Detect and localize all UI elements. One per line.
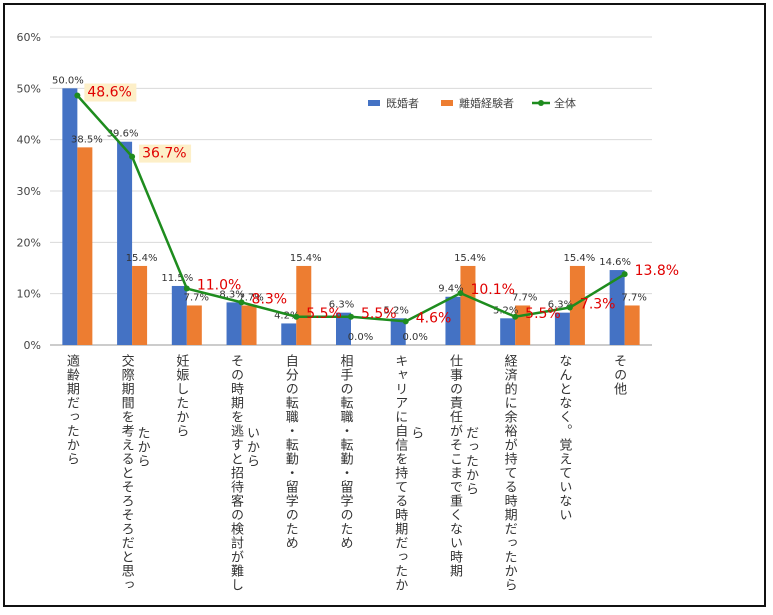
y-tick-label: 50% <box>17 82 41 95</box>
y-tick-label: 0% <box>24 339 41 352</box>
category-label: たから <box>135 426 150 468</box>
bar-data-label: 5.2% <box>384 305 409 316</box>
bar-data-label: 7.7% <box>238 292 263 303</box>
line-point <box>402 318 409 325</box>
bar <box>62 88 78 345</box>
bar <box>460 265 476 345</box>
line-point <box>293 313 300 320</box>
line-point <box>129 153 136 160</box>
category-label: その他 <box>611 354 627 396</box>
line-point <box>512 313 519 320</box>
line-data-label: 13.8% <box>635 263 679 279</box>
bar <box>390 318 406 345</box>
bar <box>77 147 93 345</box>
category-label: 経済的に余裕が持てる時期だったから <box>502 354 518 592</box>
bar <box>132 265 148 345</box>
category-label: 妊娠したから <box>173 354 189 438</box>
bar-data-label: 15.4% <box>564 253 596 264</box>
bar <box>445 296 461 345</box>
bar-data-label: 6.3% <box>548 300 573 311</box>
category-label: だったから <box>463 426 478 496</box>
line-point <box>183 285 190 292</box>
bar-data-label: 7.7% <box>512 292 537 303</box>
legend-swatch <box>441 100 453 106</box>
category-label: その時期を逃すと招待客の検討が難し <box>228 354 244 592</box>
bar-data-label: 39.6% <box>107 129 139 140</box>
line-data-label: 8.3% <box>252 291 288 307</box>
category-label: いから <box>244 426 259 468</box>
bar <box>117 141 133 345</box>
line-data-label: 5.5% <box>361 306 397 322</box>
bar <box>569 265 585 345</box>
label-highlight <box>139 144 192 163</box>
bar-data-label: 15.4% <box>454 253 486 264</box>
line-data-label: 4.6% <box>416 310 452 326</box>
category-label: ら <box>408 426 423 440</box>
bar <box>609 270 625 345</box>
category-label: 交際期間を考えるとそろそろだと思っ <box>119 353 135 592</box>
line-data-label: 10.1% <box>470 282 514 298</box>
line-point <box>238 299 245 306</box>
bar-data-label: 38.5% <box>71 134 103 145</box>
bar <box>281 323 297 345</box>
bar <box>554 312 570 345</box>
bar-data-label: 50.0% <box>52 75 84 86</box>
y-tick-label: 60% <box>17 31 41 44</box>
bar <box>226 302 242 345</box>
category-label: キャリアに自信を持てる時期だったか <box>392 354 408 592</box>
bar <box>500 318 516 345</box>
label-highlight <box>84 83 137 102</box>
line-point <box>74 92 81 99</box>
line-data-label: 7.3% <box>580 297 616 313</box>
line-data-label: 48.6% <box>87 85 131 101</box>
bar-data-label: 9.4% <box>438 284 463 295</box>
category-label: 適齢期だったから <box>64 353 80 466</box>
bar <box>336 312 351 345</box>
bar-data-label: 7.7% <box>184 292 209 303</box>
line-data-label: 5.5% <box>525 306 561 322</box>
line-point <box>348 313 354 320</box>
bar <box>241 305 257 345</box>
bar-data-label: 5.2% <box>493 305 518 316</box>
bar-data-label: 14.6% <box>599 257 631 268</box>
category-label: 自分の転職・転勤・留学のため <box>283 354 299 550</box>
bar-data-label: 0.0% <box>403 332 428 343</box>
y-tick-label: 40% <box>17 134 41 147</box>
line-point <box>621 271 628 278</box>
bar <box>171 285 187 345</box>
line-series <box>76 94 626 323</box>
bar-data-label: 0.0% <box>348 332 373 343</box>
legend-swatch <box>368 100 380 106</box>
line-data-label: 5.5% <box>306 306 342 322</box>
bar <box>296 265 312 345</box>
category-label: 相手の転職・転勤・留学のため <box>338 354 354 550</box>
bar-data-label: 6.3% <box>329 300 354 311</box>
line-data-label: 11.0% <box>197 278 241 294</box>
bar-data-label: 15.4% <box>126 253 158 264</box>
bar <box>186 305 202 345</box>
line-point <box>457 290 464 297</box>
bar-data-label: 7.7% <box>621 292 646 303</box>
line-data-label: 36.7% <box>142 146 186 162</box>
bar-data-label: 4.2% <box>274 310 299 321</box>
bar-data-label: 11.5% <box>161 273 193 284</box>
category-label: 仕事の責任がそこまで重くない時期 <box>447 354 463 578</box>
y-tick-label: 10% <box>17 288 41 301</box>
legend-swatch-marker <box>538 100 544 106</box>
legend-label: 既婚者 <box>386 96 419 110</box>
legend-label: 全体 <box>554 96 576 110</box>
bar <box>624 305 640 345</box>
legend-label: 離婚経験者 <box>459 96 514 110</box>
category-label: なんとなく。覚えていない <box>556 354 572 522</box>
y-tick-label: 30% <box>17 185 41 198</box>
bar-data-label: 8.3% <box>219 289 244 300</box>
line-point <box>566 304 573 311</box>
bar-data-label: 15.4% <box>290 253 322 264</box>
y-tick-label: 20% <box>17 236 41 249</box>
